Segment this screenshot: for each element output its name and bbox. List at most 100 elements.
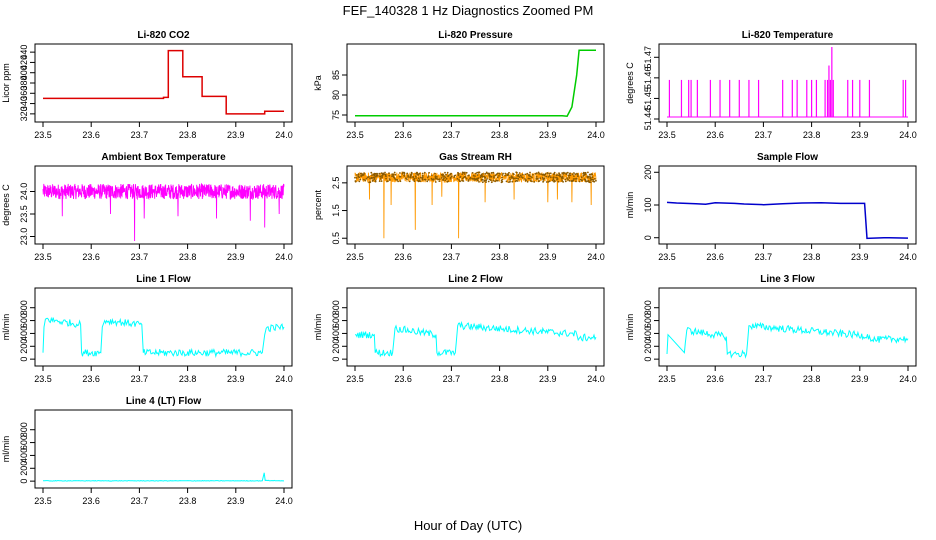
series-point	[575, 177, 578, 180]
series-point	[467, 180, 470, 182]
series-point	[381, 176, 383, 179]
series-point	[369, 177, 371, 180]
series-point	[508, 177, 511, 179]
x-tick-label: 23.7	[131, 252, 149, 262]
y-tick-label: 200	[643, 339, 653, 354]
series-point	[541, 173, 544, 176]
series-point	[459, 176, 461, 179]
series-point	[500, 181, 503, 184]
x-tick-label: 23.9	[227, 496, 245, 506]
series-line	[42, 472, 285, 482]
panel-title: Li-820 Temperature	[742, 30, 834, 41]
series-point	[509, 178, 512, 181]
series-point	[468, 174, 470, 177]
series-point	[535, 172, 538, 175]
series-point	[394, 173, 397, 176]
series-point	[571, 173, 574, 176]
series-point	[524, 173, 527, 176]
x-tick-label: 23.8	[803, 252, 821, 262]
series-point	[533, 181, 536, 183]
y-tick-label: 0	[19, 479, 29, 484]
series-point	[359, 178, 362, 181]
y-tick-label: 800	[331, 300, 341, 315]
series-point	[502, 172, 504, 175]
y-tick-label: 400	[19, 326, 29, 341]
series-point	[443, 177, 445, 180]
series-point	[378, 175, 381, 178]
y-tick-label: 400	[19, 448, 29, 463]
series-point	[493, 176, 495, 179]
x-tick-label: 23.7	[131, 374, 149, 384]
series-point	[449, 173, 451, 176]
series-point	[421, 172, 424, 175]
series-point	[376, 172, 378, 175]
series-point	[529, 171, 531, 174]
x-tick-label: 23.5	[34, 496, 52, 506]
y-tick-label: 0	[331, 357, 341, 362]
series-point	[490, 179, 492, 182]
series-point	[481, 178, 484, 181]
series-point	[559, 175, 561, 177]
series-point	[417, 177, 420, 180]
series-point	[488, 175, 491, 177]
series-point	[526, 180, 529, 183]
series-point	[587, 179, 590, 182]
series-point	[561, 176, 564, 179]
series-point	[403, 175, 406, 177]
series-point	[471, 172, 474, 174]
y-tick-label: 85	[331, 70, 341, 80]
panel-title: Line 1 Flow	[136, 274, 191, 285]
series-point	[364, 179, 367, 182]
series-point	[474, 175, 476, 178]
plot-frame	[658, 165, 917, 245]
series-point	[566, 177, 569, 180]
series-point	[485, 181, 487, 184]
panel-0: Li-820 CO2 23.5 23.6 23.7 23.8 23.9 24.0 320340…	[1, 30, 293, 140]
series-point	[430, 177, 433, 180]
series-point	[575, 180, 577, 183]
x-tick-label: 24.0	[587, 252, 605, 262]
plot-frame	[34, 43, 293, 123]
x-tick-label: 23.9	[851, 252, 869, 262]
series-point	[505, 180, 508, 183]
y-tick-label: 200	[19, 461, 29, 476]
plot-frame	[346, 43, 605, 123]
series-point	[449, 177, 452, 180]
x-tick-label: 24.0	[275, 130, 293, 140]
x-tick-label: 23.8	[491, 252, 509, 262]
series-point	[490, 175, 493, 178]
series-point	[512, 177, 515, 180]
series-point	[373, 176, 376, 179]
series-point	[358, 176, 360, 179]
series-point	[567, 174, 570, 177]
series-point	[556, 178, 558, 181]
x-tick-label: 23.9	[851, 374, 869, 384]
series-point	[549, 176, 552, 179]
series-point	[363, 172, 365, 175]
series-point	[368, 176, 370, 178]
series-point	[548, 172, 551, 175]
series-point	[436, 176, 438, 178]
series-point	[434, 175, 437, 178]
series-point	[413, 180, 416, 183]
series-point	[426, 176, 429, 179]
series-point	[553, 173, 555, 176]
series-point	[415, 177, 417, 179]
series-point	[441, 173, 444, 176]
series-point	[546, 172, 549, 174]
series-point	[354, 180, 357, 183]
y-tick-label: 51.47	[643, 46, 653, 69]
series-point	[487, 180, 490, 183]
series-point	[562, 173, 564, 175]
series-point	[375, 174, 378, 177]
series-point	[588, 181, 591, 184]
series-point	[554, 180, 556, 183]
series-point	[585, 180, 587, 183]
series-point	[464, 176, 467, 179]
series-point	[526, 172, 529, 175]
x-tick-label: 24.0	[275, 374, 293, 384]
series-point	[445, 173, 447, 176]
series-point	[537, 171, 540, 174]
series-point	[542, 180, 545, 182]
series-point	[397, 180, 399, 183]
